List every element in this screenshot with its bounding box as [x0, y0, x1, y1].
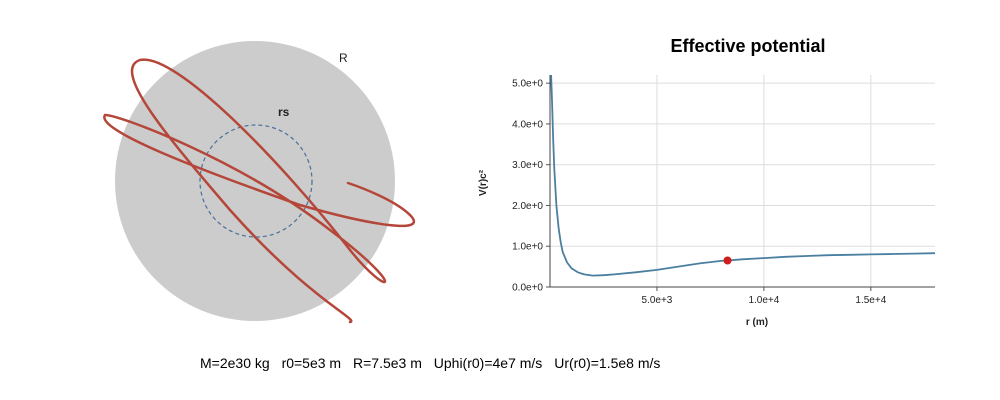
y-tick-label: 3.0e+0 [512, 160, 543, 171]
chart-title: Effective potential [670, 36, 825, 56]
x-tick-label: 1.0e+4 [748, 295, 779, 306]
x-tick-label: 5.0e+3 [642, 295, 673, 306]
param-r0: r0=5e3 m [281, 355, 342, 371]
axes [546, 75, 935, 291]
grid [550, 75, 935, 288]
param-mass: M=2e30 kg [200, 355, 270, 371]
schwarzschild-label: rs [278, 105, 290, 119]
y-tick-label: 4.0e+0 [512, 119, 543, 130]
x-tick-label: 1.5e+4 [855, 295, 886, 306]
y-tick-label: 1.0e+0 [512, 242, 543, 253]
y-tick-label: 5.0e+0 [512, 79, 543, 90]
potential-chart: Effective potential 5.0e+3 1.0e+4 1.5e+4 0.… [478, 36, 936, 328]
current-position-marker [723, 256, 732, 265]
x-axis-label: r (m) [746, 317, 768, 328]
y-axis-label: V(r)c² [478, 169, 489, 196]
tick-labels: 5.0e+3 1.0e+4 1.5e+4 0.0e+0 1.0e+0 2.0e+0 3.0e… [512, 79, 887, 306]
orbit-trajectory [103, 58, 416, 324]
series-line [550, 74, 936, 277]
param-ur: Ur(r0)=1.5e8 m/s [554, 355, 661, 371]
param-radius: R=7.5e3 m [353, 355, 422, 371]
y-tick-label: 0.0e+0 [512, 283, 543, 294]
series-layer [550, 74, 936, 277]
body-radius-label: R [339, 51, 348, 65]
y-tick-label: 2.0e+0 [512, 201, 543, 212]
parameters-bar: M=2e30 kg r0=5e3 m R=7.5e3 m Uphi(r0)=4e… [200, 355, 668, 371]
param-uphi: Uphi(r0)=4e7 m/s [433, 355, 543, 371]
orbit-view: R rs [103, 41, 416, 324]
